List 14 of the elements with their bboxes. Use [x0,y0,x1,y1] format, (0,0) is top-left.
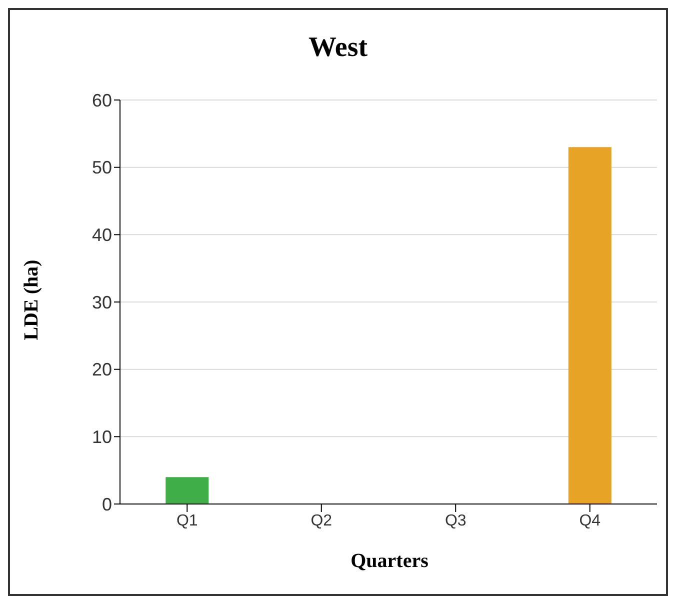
x-tick-label: Q1 [176,512,198,530]
x-tick-label: Q2 [310,512,332,530]
y-tick-label: 0 [102,494,112,514]
y-tick-label: 20 [92,360,112,380]
x-tick-label: Q3 [444,512,466,530]
y-tick-label: 50 [92,158,112,178]
y-tick-label: 40 [92,225,112,246]
x-tick-label: Q4 [579,512,601,530]
y-axis-title: LDE (ha) [20,260,44,340]
y-tick-label: 10 [92,427,112,448]
y-tick-label: 60 [92,90,112,110]
x-axis-title: Quarters [350,550,430,573]
chart-title: West [307,32,369,64]
y-tick-label: 30 [92,292,112,312]
